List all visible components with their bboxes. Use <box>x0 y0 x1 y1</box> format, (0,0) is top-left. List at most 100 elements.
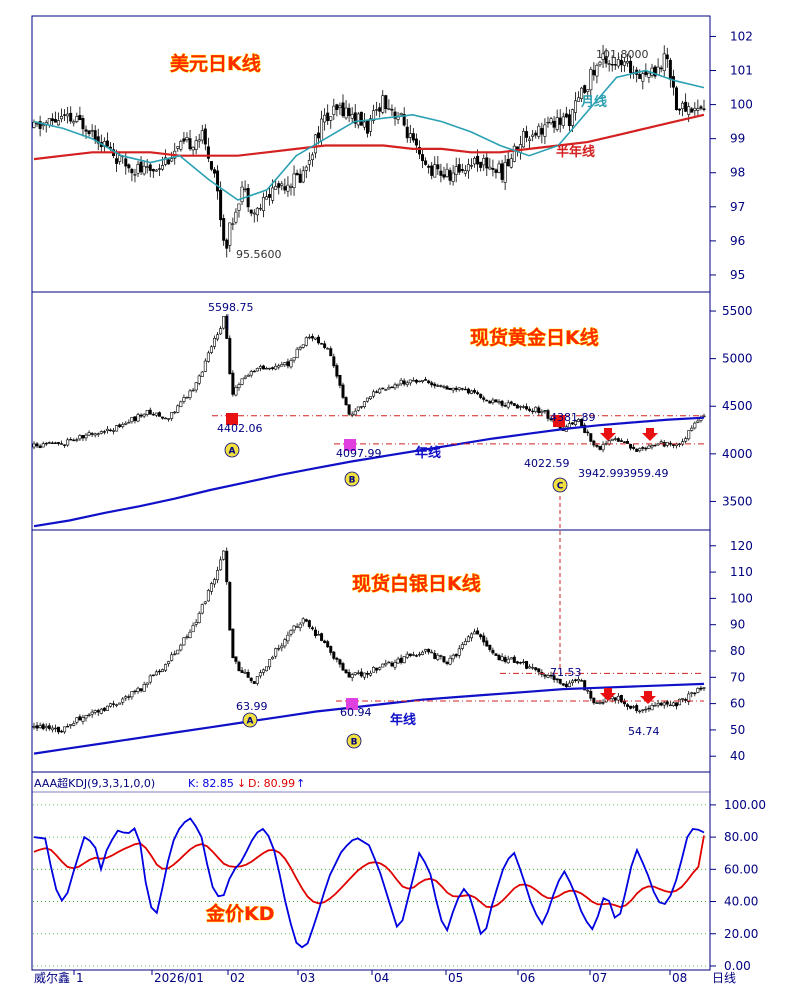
usd-month-line-label: 月线 <box>580 94 607 110</box>
usd-candle-body <box>249 209 253 214</box>
usd-candle-body <box>347 107 351 116</box>
gold-candle-body <box>298 347 302 350</box>
silver-candle-body <box>589 691 593 699</box>
gold-candle-body <box>641 447 645 449</box>
silver-candle-body <box>509 657 513 660</box>
usd-candle-body <box>641 73 645 82</box>
gold-candle-body <box>549 418 553 421</box>
gold-marker-a-letter: A <box>229 447 236 457</box>
gold-candle-body <box>369 396 373 400</box>
usd-candle-body <box>528 138 532 141</box>
usd-candle-body <box>274 186 278 190</box>
silver-candle-body <box>164 664 168 671</box>
usd-candle-body <box>157 168 161 170</box>
silver-candle-body <box>66 725 70 728</box>
silver-candle-body <box>570 680 574 683</box>
kd-panel <box>33 804 709 967</box>
silver-candle-body <box>133 690 137 693</box>
kd-d-arrow: ↑ <box>296 777 305 790</box>
usd-candle-body <box>329 116 333 121</box>
gold-label-b: 4097.99 <box>336 447 382 460</box>
usd-candle-body <box>63 114 67 116</box>
usd-candle-body <box>90 130 94 132</box>
silver-candle-body <box>274 648 278 657</box>
silver-candle-body <box>261 669 265 673</box>
usd-candle-body <box>393 111 397 119</box>
usd-candle-body <box>509 158 513 168</box>
silver-candle-body <box>96 710 100 713</box>
gold-candle-body <box>66 439 70 446</box>
gold-candle-body <box>479 393 483 398</box>
silver-candle-body <box>295 626 299 628</box>
silver-candle-body <box>63 726 67 733</box>
silver-candle-body <box>445 661 449 664</box>
silver-candle-body <box>531 667 535 669</box>
gold-candle-body <box>384 389 388 391</box>
silver-candle-body <box>307 620 311 628</box>
silver-candle-body <box>414 655 418 657</box>
silver-candle-body <box>378 667 382 670</box>
silver-year-line-label: 年线 <box>390 712 416 728</box>
usd-candle-body <box>356 113 360 126</box>
silver-candle-body <box>188 631 192 639</box>
silver-candle-body <box>457 648 461 656</box>
gold-candle-body <box>375 391 379 393</box>
silver-candle-body <box>362 672 366 678</box>
gold-candle-body <box>271 367 275 370</box>
silver-candle-body <box>601 702 605 704</box>
usd-candle-body <box>228 222 232 246</box>
silver-candle-body <box>365 672 369 675</box>
gold-marker-square-a <box>226 413 238 425</box>
silver-candle-body <box>393 661 397 668</box>
silver-candle-body <box>506 658 510 664</box>
silver-candle-body <box>56 726 60 733</box>
silver-candle-body <box>644 708 648 711</box>
usd-candle-body <box>417 147 421 155</box>
usd-candle-body <box>564 113 568 118</box>
silver-candle-body <box>583 680 587 691</box>
gold-candle-body <box>390 386 394 389</box>
silver-candle-body <box>35 725 39 729</box>
gold-candle-body <box>81 435 85 439</box>
usd-candle-body <box>387 108 391 110</box>
gold-candle-body <box>414 379 418 383</box>
silver-candle-body <box>595 702 599 704</box>
gold-label-c-low: 4022.59 <box>524 457 570 470</box>
usd-candle-body <box>38 121 42 129</box>
silver-candle-body <box>44 725 48 728</box>
silver-candle-body <box>567 682 571 688</box>
silver-candle-body <box>411 654 415 656</box>
usd-candle-body <box>512 145 516 162</box>
silver-candle-body <box>512 656 516 663</box>
gold-candle-body <box>154 412 158 416</box>
usd-candle-body <box>258 207 262 210</box>
gold-candle-body <box>283 362 287 365</box>
usd-candle-body <box>589 69 593 91</box>
usd-candle-body <box>231 223 235 225</box>
gold-label-d: 3942.99 <box>578 467 624 480</box>
gold-label-e: 3959.49 <box>623 467 669 480</box>
gold-candle-body <box>124 422 128 425</box>
usd-candle-body <box>338 105 342 109</box>
usd-candle-body <box>335 104 339 110</box>
silver-candle-body <box>78 716 82 721</box>
kd-tick-label: 80.00 <box>724 830 758 844</box>
gold-candle-body <box>240 378 244 385</box>
usd-candle-body <box>237 203 241 211</box>
gold-candle-body <box>433 383 437 387</box>
silver-candle-body <box>350 674 354 678</box>
silver-candle-body <box>191 625 195 633</box>
gold-candle-body <box>231 372 235 395</box>
silver-label-d: 54.74 <box>628 725 660 738</box>
silver-candle-body <box>216 570 220 581</box>
gold-candle-body <box>653 444 657 447</box>
silver-candle-body <box>543 674 547 677</box>
usd-candle-body <box>671 76 675 88</box>
silver-candle-body <box>323 640 327 643</box>
silver-candle-body <box>182 637 186 646</box>
gold-candle-body <box>399 379 403 385</box>
usd-candle-body <box>362 121 366 128</box>
usd-candle-body <box>463 170 467 174</box>
usd-candle-body <box>133 174 137 176</box>
usd-candle-body <box>586 89 590 92</box>
